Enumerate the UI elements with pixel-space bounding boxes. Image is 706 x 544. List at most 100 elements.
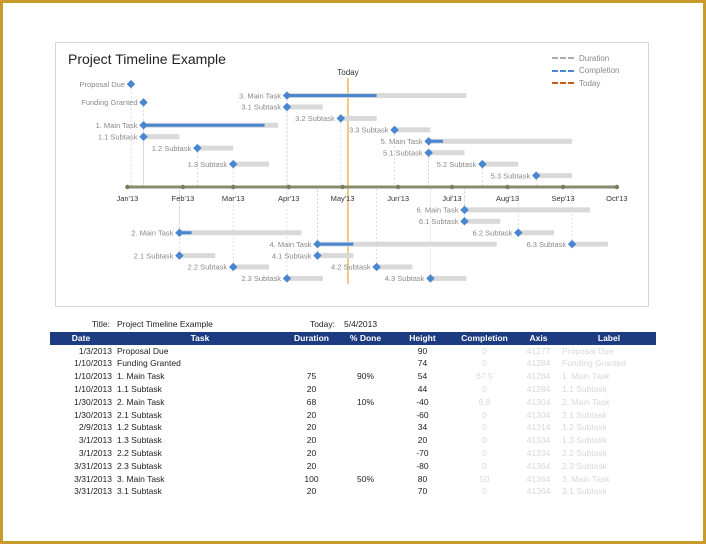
- cell-completion[interactable]: 6.8: [478, 396, 491, 407]
- cell-height[interactable]: 90: [417, 345, 428, 356]
- cell-height[interactable]: -80: [416, 460, 429, 471]
- cell-duration[interactable]: 20: [306, 460, 317, 471]
- cell-date[interactable]: 3/1/2013: [78, 435, 112, 446]
- cell-label[interactable]: Proposal Due: [562, 345, 614, 356]
- cell-label[interactable]: 2.3 Subtask: [562, 460, 607, 471]
- milestone-diamond-icon: [175, 228, 184, 237]
- cell-duration[interactable]: 100: [304, 473, 319, 484]
- cell-label[interactable]: 2.1 Subtask: [562, 409, 607, 420]
- cell-completion[interactable]: 0: [482, 345, 487, 356]
- cell-label[interactable]: 3.1 Subtask: [562, 486, 607, 497]
- cell-axis[interactable]: 41364: [526, 486, 551, 497]
- cell-duration[interactable]: 20: [306, 447, 317, 458]
- cell-date[interactable]: 1/30/2013: [74, 396, 112, 407]
- cell-label[interactable]: 1. Main Task: [562, 371, 610, 382]
- cell-axis[interactable]: 41304: [526, 409, 551, 420]
- cell-date[interactable]: 3/1/2013: [78, 447, 112, 458]
- cell-axis[interactable]: 41334: [526, 435, 551, 446]
- cell-completion[interactable]: 0: [482, 460, 487, 471]
- cell-completion[interactable]: 67.5: [476, 371, 493, 382]
- cell-height[interactable]: 80: [417, 473, 428, 484]
- cell-date[interactable]: 1/10/2013: [74, 383, 112, 394]
- cell-completion[interactable]: 0: [482, 422, 487, 433]
- cell-task[interactable]: Proposal Due: [117, 345, 169, 356]
- cell-duration[interactable]: 68: [306, 396, 317, 407]
- cell-height[interactable]: -40: [416, 396, 429, 407]
- cell-date[interactable]: 2/9/2013: [78, 422, 112, 433]
- header-date[interactable]: Date: [71, 333, 91, 343]
- cell-duration[interactable]: 20: [306, 422, 317, 433]
- cell-axis[interactable]: 41284: [526, 383, 551, 394]
- cell-label[interactable]: 2. Main Task: [562, 396, 610, 407]
- header-pct-done[interactable]: % Done: [349, 333, 382, 343]
- cell-pct-done[interactable]: 90%: [356, 371, 374, 382]
- cell-label[interactable]: 1.3 Subtask: [562, 435, 607, 446]
- cell-duration[interactable]: 20: [306, 486, 317, 497]
- cell-task[interactable]: 3. Main Task: [117, 473, 165, 484]
- cell-label[interactable]: Funding Granted: [562, 358, 626, 369]
- cell-height[interactable]: 20: [417, 435, 428, 446]
- cell-height[interactable]: 44: [417, 383, 428, 394]
- cell-label[interactable]: 1.1 Subtask: [562, 383, 607, 394]
- today-value[interactable]: 5/4/2013: [344, 319, 378, 329]
- cell-axis[interactable]: 41364: [526, 460, 551, 471]
- cell-completion[interactable]: 0: [482, 358, 487, 369]
- cell-axis[interactable]: 41277: [526, 345, 551, 356]
- cell-pct-done[interactable]: 50%: [356, 473, 374, 484]
- cell-task[interactable]: 1.1 Subtask: [117, 383, 162, 394]
- cell-axis[interactable]: 41304: [526, 396, 551, 407]
- cell-duration[interactable]: 75: [306, 371, 317, 382]
- cell-date[interactable]: 1/30/2013: [74, 409, 112, 420]
- cell-height[interactable]: -60: [416, 409, 429, 420]
- cell-task[interactable]: 1.3 Subtask: [117, 435, 162, 446]
- cell-axis[interactable]: 41334: [526, 447, 551, 458]
- cell-date[interactable]: 3/31/2013: [74, 486, 112, 497]
- cell-date[interactable]: 3/31/2013: [74, 460, 112, 471]
- cell-height[interactable]: 54: [417, 371, 428, 382]
- cell-task[interactable]: 2.1 Subtask: [117, 409, 162, 420]
- cell-task[interactable]: 3.1 Subtask: [117, 486, 162, 497]
- cell-axis[interactable]: 41364: [526, 473, 551, 484]
- cell-task[interactable]: Funding Granted: [117, 358, 181, 369]
- cell-completion[interactable]: 0: [482, 409, 487, 420]
- cell-axis[interactable]: 41314: [526, 422, 551, 433]
- cell-label[interactable]: 3. Main Task: [562, 473, 610, 484]
- cell-height[interactable]: 74: [417, 358, 428, 369]
- cell-completion[interactable]: 0: [482, 383, 487, 394]
- cell-date[interactable]: 1/3/2013: [78, 345, 112, 356]
- cell-date[interactable]: 1/10/2013: [74, 358, 112, 369]
- cell-duration[interactable]: 20: [306, 435, 317, 446]
- cell-completion[interactable]: 0: [482, 435, 487, 446]
- task-label: 5. Main Task: [381, 137, 423, 146]
- header-height[interactable]: Height: [409, 333, 436, 343]
- cell-task[interactable]: 2.2 Subtask: [117, 447, 162, 458]
- cell-label[interactable]: 2.2 Subtask: [562, 447, 607, 458]
- cell-task[interactable]: 1. Main Task: [117, 371, 165, 382]
- cell-height[interactable]: 34: [417, 422, 428, 433]
- header-duration[interactable]: Duration: [294, 333, 329, 343]
- cell-date[interactable]: 1/10/2013: [74, 371, 112, 382]
- cell-axis[interactable]: 41284: [526, 358, 551, 369]
- cell-completion[interactable]: 50: [479, 473, 490, 484]
- title-value[interactable]: Project Timeline Example: [117, 319, 213, 329]
- duration-bar: [233, 264, 270, 270]
- cell-height[interactable]: 70: [417, 486, 428, 497]
- header-completion[interactable]: Completion: [461, 333, 508, 343]
- cell-completion[interactable]: 0: [482, 447, 487, 458]
- cell-duration[interactable]: 20: [306, 409, 317, 420]
- cell-axis[interactable]: 41284: [526, 371, 551, 382]
- header-axis[interactable]: Axis: [529, 333, 548, 343]
- cell-height[interactable]: -70: [416, 447, 429, 458]
- cell-date[interactable]: 3/31/2013: [74, 473, 112, 484]
- cell-task[interactable]: 2.3 Subtask: [117, 460, 162, 471]
- cell-label[interactable]: 1.2 Subtask: [562, 422, 607, 433]
- cell-pct-done[interactable]: 10%: [356, 396, 374, 407]
- cell-task[interactable]: 2. Main Task: [117, 396, 165, 407]
- header-label[interactable]: Label: [597, 333, 621, 343]
- cell-duration[interactable]: 20: [306, 383, 317, 394]
- cell-task[interactable]: 1.2 Subtask: [117, 422, 162, 433]
- cell-completion[interactable]: 0: [482, 486, 487, 497]
- duration-bar: [428, 138, 573, 144]
- header-task[interactable]: Task: [190, 333, 210, 343]
- milestone-diamond-icon: [478, 159, 487, 169]
